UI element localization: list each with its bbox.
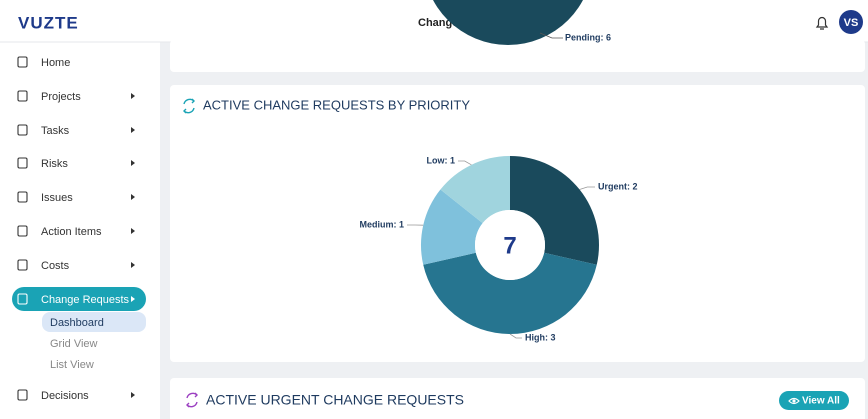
leader-line — [458, 160, 472, 166]
avatar-initials: VS — [844, 17, 859, 29]
donut-slice[interactable] — [510, 156, 599, 265]
nav-label[interactable]: Issues — [41, 192, 73, 204]
nav-label[interactable]: Projects — [41, 91, 81, 103]
donut-slice[interactable] — [440, 156, 510, 224]
nav-arrow — [131, 127, 135, 133]
header — [0, 0, 868, 42]
bottom-card — [170, 378, 865, 419]
nav-icon — [17, 225, 28, 237]
nav-arrow — [131, 228, 135, 234]
donut-chart: Urgent: 2 High: 3 Medium: 1 Low: 1 7 — [359, 155, 637, 342]
nav-icon — [17, 259, 28, 271]
nav-icon — [17, 389, 28, 401]
nav-label[interactable]: Decisions — [41, 390, 89, 402]
slice-label: Urgent: 2 — [598, 181, 638, 191]
nav-label[interactable]: Home — [41, 57, 70, 69]
subnav-label[interactable]: Grid View — [50, 338, 98, 350]
nav-icon — [17, 191, 28, 203]
avatar[interactable] — [839, 10, 863, 34]
slice-label: Medium: 1 — [359, 219, 404, 229]
sidebar-nav: Home Projects Tasks Risks Issues Action Items… — [12, 56, 146, 402]
leader-line — [509, 333, 522, 339]
nav-arrow — [131, 160, 135, 166]
nav-label[interactable]: Tasks — [41, 125, 70, 137]
nav-label[interactable]: Costs — [41, 260, 70, 272]
nav-icon — [17, 157, 28, 169]
nav-icon — [17, 124, 28, 136]
bell-icon[interactable] — [815, 16, 829, 30]
view-all-button[interactable] — [779, 391, 849, 410]
subnav-active[interactable] — [42, 312, 146, 332]
chart-title: ACTIVE CHANGE REQUESTS BY PRIORITY — [203, 97, 470, 112]
view-all-label: View All — [802, 396, 840, 407]
eye-pupil — [792, 399, 796, 403]
nav-item-active[interactable] — [12, 287, 146, 311]
donut-slice[interactable] — [421, 189, 483, 265]
subnav-label[interactable]: List View — [50, 359, 94, 371]
donut-slice[interactable] — [423, 252, 597, 334]
nav-arrow — [131, 262, 135, 268]
nav-icon — [17, 90, 28, 102]
nav-arrow — [131, 93, 135, 99]
nav-arrow — [131, 194, 135, 200]
top-card — [170, 40, 865, 72]
leader-line — [539, 32, 563, 39]
slice-label: Low: 1 — [427, 155, 456, 165]
nav-arrow — [131, 392, 135, 398]
subnav-label[interactable]: Dashboard — [50, 317, 104, 329]
nav-label[interactable]: Action Items — [41, 226, 102, 238]
leader-line — [579, 186, 595, 190]
nav-label[interactable]: Change Requests — [41, 294, 130, 306]
eye-icon — [788, 397, 800, 405]
donut-hole — [475, 210, 545, 280]
nav-icon — [17, 56, 28, 68]
donut-total: 7 — [503, 232, 516, 259]
top-donut — [433, 0, 583, 45]
bottom-card-title: ACTIVE URGENT CHANGE REQUESTS — [206, 392, 464, 408]
logo[interactable]: VUZTE — [18, 13, 79, 32]
nav-arrow — [131, 296, 135, 302]
nav-icon — [17, 293, 28, 305]
card-icon — [186, 392, 198, 408]
card-icon — [183, 98, 195, 114]
top-donut-label: Pending: 6 — [565, 32, 611, 42]
slice-label: High: 3 — [525, 332, 556, 342]
nav-label[interactable]: Risks — [41, 158, 68, 170]
sidebar — [0, 0, 160, 419]
